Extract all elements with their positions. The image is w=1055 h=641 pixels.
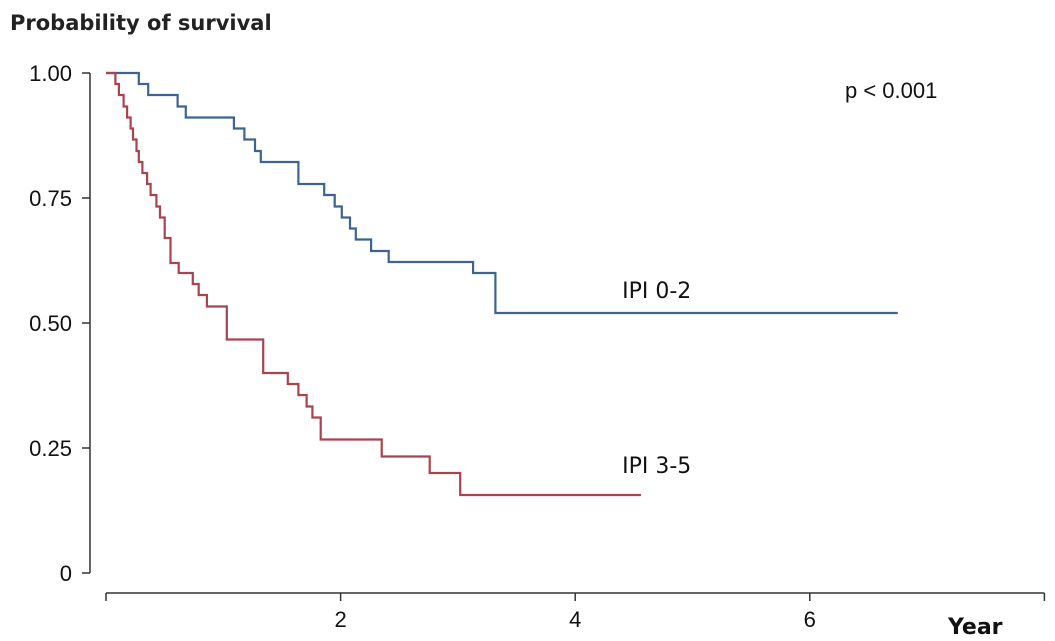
series-label-0: IPI 0-2 bbox=[622, 279, 691, 304]
labels-layer: IPI 0-2 IPI 3-5 p < 0.001 bbox=[622, 78, 937, 479]
y-tick-label: 0.50 bbox=[29, 311, 72, 336]
annotation-p-value: p < 0.001 bbox=[845, 78, 937, 103]
x-axis-title: Year bbox=[947, 615, 1003, 640]
x-tick-label: 2 bbox=[334, 607, 346, 632]
y-tick-label: 0 bbox=[60, 561, 72, 586]
series-layer bbox=[106, 71, 898, 497]
y-axis-title: Probability of survival bbox=[10, 11, 272, 35]
series-line-0 bbox=[106, 71, 898, 315]
axes: 0 0.25 0.50 0.75 1.00 2 4 6 bbox=[29, 61, 1046, 632]
x-tick-label: 4 bbox=[569, 607, 581, 632]
x-tick-label: 6 bbox=[804, 607, 816, 632]
series-line-1 bbox=[106, 71, 641, 497]
y-tick-label: 1.00 bbox=[29, 61, 72, 86]
y-tick-label: 0.75 bbox=[29, 186, 72, 211]
series-label-1: IPI 3-5 bbox=[622, 454, 691, 479]
y-tick-label: 0.25 bbox=[29, 436, 72, 461]
